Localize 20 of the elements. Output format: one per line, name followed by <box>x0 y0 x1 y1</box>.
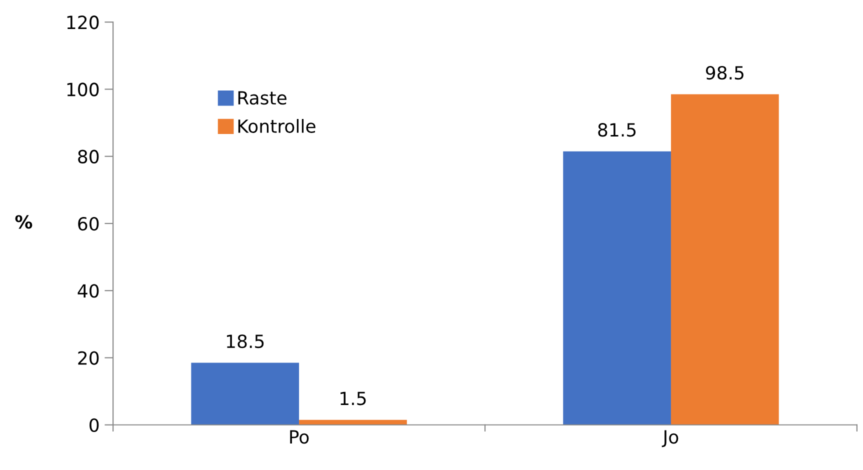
data-label: 98.5 <box>706 66 744 80</box>
bar <box>299 420 407 425</box>
x-tick-label: Po <box>290 430 309 444</box>
legend-label: Raste <box>238 91 286 105</box>
bar <box>670 94 779 425</box>
y-tick-label: 20 <box>78 351 99 365</box>
y-tick-label: 40 <box>78 284 99 298</box>
x-tick-label: Jo <box>662 430 678 448</box>
y-tick-label: 80 <box>78 150 99 164</box>
data-label: 18.5 <box>226 334 264 348</box>
bar <box>563 151 671 425</box>
data-label: 81.5 <box>598 123 636 137</box>
y-tick-label: 0 <box>90 418 99 432</box>
y-axis-title: % <box>15 215 32 229</box>
y-tick-label: 100 <box>67 82 99 96</box>
y-tick-label: 60 <box>78 216 99 231</box>
bar <box>191 362 300 425</box>
y-tick-label: 120 <box>67 16 99 30</box>
legend-label: Kontrolle <box>238 119 316 133</box>
data-label: 1.5 <box>340 392 366 406</box>
